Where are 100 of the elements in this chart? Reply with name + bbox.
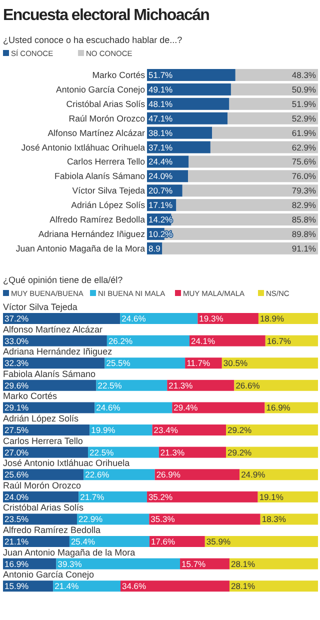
data-label: 21.7%: [80, 492, 105, 502]
data-label: 23.4%: [154, 425, 178, 435]
data-label: 75.6%: [292, 156, 316, 167]
y-tick-label: José Antonio Ixtláhuac Orihuela: [21, 142, 146, 152]
bar: [176, 199, 318, 212]
data-label: 30.5%: [223, 358, 248, 368]
chart-title: ¿Qué opinión tiene de ella/él?: [3, 275, 123, 285]
data-label: 21.3%: [168, 380, 194, 390]
data-label: 35.2%: [148, 492, 173, 502]
y-tick-label: Adriana Hernández Iñiguez: [3, 346, 113, 357]
y-tick-label: Víctor Silva Tejeda: [3, 302, 78, 312]
data-label: 24.0%: [148, 171, 174, 182]
data-label: 21.1%: [4, 536, 30, 546]
data-label: 21.4%: [54, 581, 80, 592]
data-label: 89.8%: [292, 228, 316, 239]
y-tick-label: Víctor Silva Tejeda: [72, 186, 146, 196]
data-label: 22.9%: [78, 514, 104, 524]
y-tick-label: Marko Cortés: [3, 391, 58, 402]
bar: [230, 83, 318, 96]
chart-title: Encuesta electoral Michoacán: [3, 7, 210, 24]
data-label: 24.9%: [241, 470, 266, 480]
bar: [235, 69, 318, 81]
data-label: 37.1%: [148, 142, 174, 152]
data-label: 25.5%: [106, 358, 131, 368]
bar: [188, 170, 318, 182]
data-label: 16.9%: [266, 402, 291, 413]
data-label: 24.1%: [190, 336, 216, 346]
data-label: 18.9%: [260, 314, 285, 324]
data-label: 37.2%: [4, 314, 30, 324]
data-label: 35.3%: [150, 514, 176, 524]
data-label: 22.5%: [90, 447, 114, 458]
data-label: 21.3%: [160, 447, 185, 458]
data-label: 23.5%: [4, 514, 30, 524]
y-tick-label: Alfredo Ramírez Bedolla: [3, 525, 101, 535]
y-tick-label: Fabiola Alanís Sámano: [54, 171, 146, 182]
chart-subtitle: ¿Usted conoce o ha escuchado hablar de...?: [3, 35, 182, 45]
y-tick-label: Alfredo Ramírez Bedolla: [50, 214, 146, 224]
data-label: 35.9%: [206, 536, 231, 546]
data-label: 29.1%: [4, 402, 30, 413]
data-label: 39.3%: [58, 558, 82, 569]
y-tick-label: Carlos Herrera Tello: [66, 156, 146, 167]
y-tick-label: Antonio García Conejo: [3, 570, 94, 580]
data-label: 29.2%: [228, 425, 252, 435]
data-label: 24.6%: [96, 402, 121, 413]
data-label: 33.0%: [4, 336, 30, 346]
y-tick-label: Marko Cortés: [92, 70, 146, 80]
data-label: 24.0%: [4, 492, 30, 502]
y-tick-label: José Antonio Ixtláhuac Orihuela: [3, 458, 130, 468]
data-label: 16.7%: [266, 336, 292, 346]
y-tick-label: Juan Antonio Magaña de la Mora: [16, 243, 146, 254]
data-label: 61.9%: [292, 128, 316, 138]
y-tick-label: Adrián López Solís: [3, 414, 80, 424]
y-tick-label: Adrián López Solís: [71, 200, 146, 210]
data-label: 25.4%: [70, 536, 96, 546]
y-tick-label: Cristóbal Arias Solís: [66, 98, 146, 109]
data-label: 26.6%: [236, 380, 260, 390]
data-label: 50.9%: [292, 84, 316, 94]
data-label: 29.6%: [4, 380, 30, 390]
data-label: 24.4%: [148, 156, 174, 167]
data-label: 20.7%: [148, 186, 174, 196]
data-label: 91.1%: [292, 243, 316, 254]
bar: [210, 141, 318, 154]
y-tick-label: Fabiola Alanís Sámano: [3, 368, 96, 379]
bar: [182, 184, 318, 197]
data-label: 15.9%: [4, 581, 30, 592]
y-tick-label: Raúl Morón Orozco: [3, 480, 82, 490]
data-label: 26.9%: [156, 470, 181, 480]
data-label: 19.1%: [259, 492, 284, 502]
data-label: 17.6%: [150, 536, 176, 546]
data-label: 79.3%: [292, 186, 316, 196]
data-label: 25.6%: [4, 470, 30, 480]
data-label: 19.9%: [91, 425, 116, 435]
bar: [188, 156, 318, 168]
data-label: 18.3%: [262, 514, 286, 524]
data-label: 16.9%: [4, 558, 30, 569]
data-label: 22.5%: [98, 380, 122, 390]
data-label: 76.0%: [292, 171, 316, 182]
y-tick-label: Alfonso Martínez Alcázar: [48, 128, 146, 138]
bar: [229, 98, 318, 110]
data-label: 49.1%: [148, 84, 174, 94]
data-label: 32.3%: [4, 358, 30, 368]
data-label: 62.9%: [292, 142, 316, 152]
data-label: 24.6%: [122, 314, 146, 324]
data-label: 52.9%: [292, 113, 316, 124]
y-tick-label: Alfonso Martínez Alcázar: [3, 324, 103, 334]
data-label: 48.1%: [148, 98, 174, 109]
data-label: 15.7%: [182, 558, 206, 569]
data-label: 29.2%: [228, 447, 252, 458]
bar: [212, 126, 318, 139]
data-label: 27.0%: [4, 447, 30, 458]
data-label: 51.9%: [292, 98, 316, 109]
y-tick-label: Carlos Herrera Tello: [3, 436, 83, 446]
data-label: 28.1%: [230, 581, 256, 592]
bar: [171, 214, 318, 226]
data-label: 11.7%: [186, 358, 210, 368]
data-label: 48.3%: [292, 70, 316, 80]
data-label: 8.9: [148, 243, 161, 254]
bar: [228, 112, 318, 124]
data-label: 19.3%: [199, 314, 224, 324]
data-label: 38.1%: [148, 128, 174, 138]
